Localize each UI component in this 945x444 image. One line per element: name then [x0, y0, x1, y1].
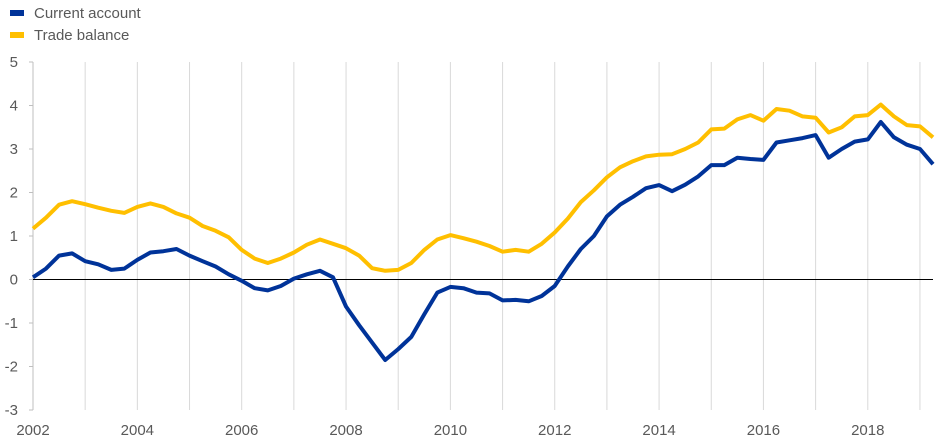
x-tick-label: 2014: [642, 422, 675, 439]
series-line-trade-balance: [31, 102, 935, 273]
legend-swatch-trade-balance: [10, 32, 24, 38]
legend-label-trade-balance: Trade balance: [34, 26, 130, 44]
y-tick-label: -2: [5, 359, 18, 376]
y-axis-tick-labels: 5 4 3 2 1 0 -1 -2 -3: [5, 54, 18, 419]
series-lines: [31, 102, 935, 362]
x-tick-label: 2004: [121, 422, 154, 439]
x-tick-label: 2002: [16, 422, 49, 439]
x-tick-label: 2010: [434, 422, 467, 439]
grid: [84, 62, 921, 410]
y-tick-label: 4: [10, 98, 18, 115]
y-tick-label: 0: [10, 272, 18, 289]
x-tick-label: 2012: [538, 422, 571, 439]
y-tick-label: 3: [10, 141, 18, 158]
y-tick-label: -1: [5, 315, 18, 332]
y-tick-label: 2: [10, 185, 18, 202]
y-tick-label: -3: [5, 402, 18, 419]
series-line-current-account: [31, 120, 935, 362]
x-tick-label: 2018: [851, 422, 884, 439]
x-tick-label: 2016: [747, 422, 780, 439]
x-tick-label: 2006: [225, 422, 258, 439]
y-tick-label: 1: [10, 228, 18, 245]
legend-label-current-account: Current account: [34, 4, 141, 22]
y-tick-label: 5: [10, 54, 18, 71]
x-tick-label: 2008: [329, 422, 362, 439]
legend: Current account Trade balance: [10, 2, 141, 46]
legend-item-trade-balance: Trade balance: [10, 24, 141, 46]
x-axis-tick-labels: 2002 2004 2006 2008 2010 2012 2014 2016 2018: [16, 422, 884, 439]
axes: [29, 61, 933, 411]
legend-item-current-account: Current account: [10, 2, 141, 24]
legend-swatch-current-account: [10, 10, 24, 16]
